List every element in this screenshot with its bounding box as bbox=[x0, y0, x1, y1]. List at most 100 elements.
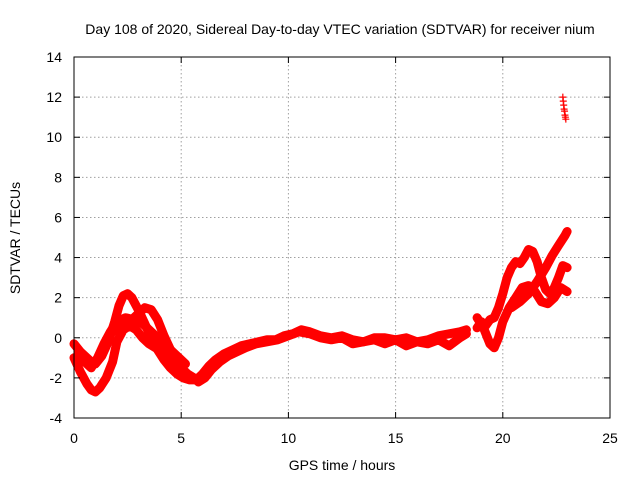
data-point bbox=[402, 342, 410, 350]
data-point bbox=[424, 340, 432, 348]
y-tick-label: 0 bbox=[54, 330, 62, 346]
data-point bbox=[306, 330, 314, 338]
data-point bbox=[359, 338, 367, 346]
data-point bbox=[563, 288, 571, 296]
data-point bbox=[525, 246, 533, 254]
data-point bbox=[119, 292, 127, 300]
data-point bbox=[490, 314, 498, 322]
data-point bbox=[562, 115, 570, 123]
x-tick-label: 15 bbox=[388, 430, 404, 446]
data-point bbox=[87, 364, 95, 372]
data-point bbox=[115, 324, 123, 332]
data-point bbox=[557, 284, 565, 292]
data-point bbox=[194, 378, 202, 386]
data-point bbox=[87, 386, 95, 394]
y-tick-label: 14 bbox=[46, 49, 62, 65]
data-point bbox=[370, 336, 378, 344]
data-series bbox=[69, 93, 572, 397]
data-point bbox=[128, 316, 136, 324]
data-point bbox=[113, 338, 121, 346]
data-point bbox=[559, 262, 567, 270]
data-point bbox=[145, 340, 153, 348]
data-point bbox=[147, 328, 155, 336]
data-point bbox=[132, 326, 140, 334]
data-point bbox=[445, 342, 453, 350]
data-point bbox=[486, 340, 494, 348]
data-point bbox=[456, 334, 464, 342]
data-point bbox=[147, 306, 155, 314]
data-point bbox=[263, 338, 271, 346]
data-point bbox=[252, 340, 260, 348]
y-tick-label: 4 bbox=[54, 250, 62, 266]
data-point bbox=[533, 258, 541, 266]
y-tick-label: 10 bbox=[46, 129, 62, 145]
data-point bbox=[274, 336, 282, 344]
data-point bbox=[139, 334, 147, 342]
data-point bbox=[381, 340, 389, 348]
y-tick-label: 8 bbox=[54, 169, 62, 185]
data-point bbox=[495, 304, 503, 312]
data-point bbox=[462, 330, 470, 338]
data-point bbox=[402, 334, 410, 342]
data-point bbox=[555, 242, 563, 250]
data-point bbox=[91, 388, 99, 396]
data-point bbox=[76, 368, 84, 376]
data-point bbox=[480, 324, 488, 332]
data-point bbox=[542, 264, 550, 272]
data-point bbox=[533, 278, 541, 286]
data-point bbox=[94, 354, 102, 362]
data-point bbox=[224, 352, 232, 360]
data-point bbox=[507, 304, 515, 312]
data-point bbox=[124, 290, 132, 298]
data-point bbox=[81, 358, 89, 366]
series-trace-5 bbox=[472, 245, 572, 333]
data-point bbox=[548, 252, 556, 260]
y-axis-label: SDTVAR / TECUs bbox=[7, 182, 23, 294]
data-point bbox=[550, 294, 558, 302]
y-tick-label: 2 bbox=[54, 290, 62, 306]
data-point bbox=[216, 358, 224, 366]
data-point bbox=[544, 300, 552, 308]
data-point bbox=[295, 328, 303, 336]
data-point bbox=[317, 334, 325, 342]
grid bbox=[74, 57, 610, 418]
data-point bbox=[242, 344, 250, 352]
data-point bbox=[181, 360, 189, 368]
data-point bbox=[542, 286, 550, 294]
data-point bbox=[499, 318, 507, 326]
x-tick-label: 5 bbox=[177, 430, 185, 446]
data-point bbox=[173, 370, 181, 378]
data-point bbox=[96, 384, 104, 392]
series-trace-2 bbox=[69, 321, 471, 397]
data-point bbox=[495, 334, 503, 342]
x-axis: 0 5 10 15 20 25 bbox=[70, 57, 618, 446]
data-point bbox=[100, 340, 108, 348]
plot-frame bbox=[73, 56, 611, 419]
data-point bbox=[563, 264, 571, 272]
data-point bbox=[173, 358, 181, 366]
x-tick-label: 20 bbox=[495, 430, 511, 446]
x-tick-label: 25 bbox=[602, 430, 618, 446]
data-point bbox=[115, 302, 123, 310]
data-point bbox=[166, 346, 174, 354]
x-tick-label: 0 bbox=[70, 430, 78, 446]
data-point bbox=[128, 294, 136, 302]
series-outliers bbox=[559, 93, 570, 123]
data-point bbox=[233, 348, 241, 356]
data-point bbox=[160, 332, 168, 340]
data-point bbox=[563, 227, 571, 235]
data-point bbox=[154, 316, 162, 324]
data-point bbox=[561, 231, 569, 239]
y-axis: -4 -2 0 2 4 6 8 10 12 14 bbox=[46, 49, 610, 426]
data-point bbox=[516, 260, 524, 268]
data-point bbox=[102, 374, 110, 382]
data-point bbox=[201, 374, 209, 382]
data-point bbox=[151, 344, 159, 352]
data-point bbox=[139, 320, 147, 328]
data-point bbox=[160, 356, 168, 364]
data-point bbox=[83, 380, 91, 388]
series-trace-6 bbox=[472, 281, 572, 353]
data-point bbox=[190, 374, 198, 382]
series-band bbox=[472, 281, 572, 353]
